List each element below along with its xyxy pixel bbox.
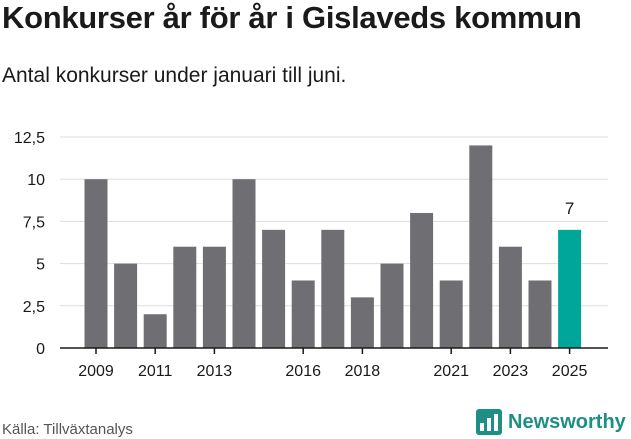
source-note: Källa: Tillväxtanalys: [2, 421, 133, 438]
x-tick-label: 2023: [493, 363, 529, 380]
y-tick-label: 5: [36, 257, 45, 274]
x-tick-label: 2025: [552, 363, 588, 380]
bar-2013: [202, 246, 226, 348]
bar-2025: [558, 229, 582, 348]
x-tick-label: 2009: [78, 363, 114, 380]
chart-subtitle: Antal konkurser under januari till juni.: [2, 64, 347, 87]
bar-2012: [173, 246, 197, 348]
x-tick-label: 2016: [285, 363, 321, 380]
bar-2021: [439, 280, 463, 348]
chart-title: Konkurser år för år i Gislaveds kommun: [2, 0, 582, 35]
bar-2017: [321, 229, 345, 348]
bar-2019: [380, 263, 404, 348]
bar-2016: [291, 280, 315, 348]
bar-2020: [410, 212, 434, 348]
bar-2022: [469, 145, 493, 348]
x-tick-label: 2021: [433, 363, 469, 380]
bar-2010: [114, 263, 138, 348]
bar-chart-logo-icon: [476, 409, 502, 435]
y-tick-label: 7,5: [23, 214, 45, 231]
bar-chart: 0 2,5 5 7,5 10 12,5 2009 2011 2013 2016 2018 2021 20…: [14, 130, 608, 380]
data-label-2025: 7: [565, 199, 574, 218]
y-tick-label: 10: [27, 172, 45, 189]
bar-2011: [143, 314, 167, 348]
bar-2015: [262, 229, 286, 348]
bar-2014: [232, 179, 256, 348]
y-tick-label: 12,5: [14, 130, 45, 147]
y-tick-label: 0: [36, 341, 45, 358]
brand-logo: Newsworthy: [476, 407, 626, 437]
bar-2018: [350, 297, 374, 348]
bar-2024: [528, 280, 552, 348]
y-tick-label: 2,5: [23, 299, 45, 316]
bar-2009: [84, 179, 108, 348]
x-tick-label: 2011: [138, 363, 173, 380]
x-tick-label: 2013: [197, 363, 233, 380]
bar-2023: [498, 246, 522, 348]
x-tick-label: 2018: [345, 363, 381, 380]
brand-name: Newsworthy: [508, 410, 626, 433]
